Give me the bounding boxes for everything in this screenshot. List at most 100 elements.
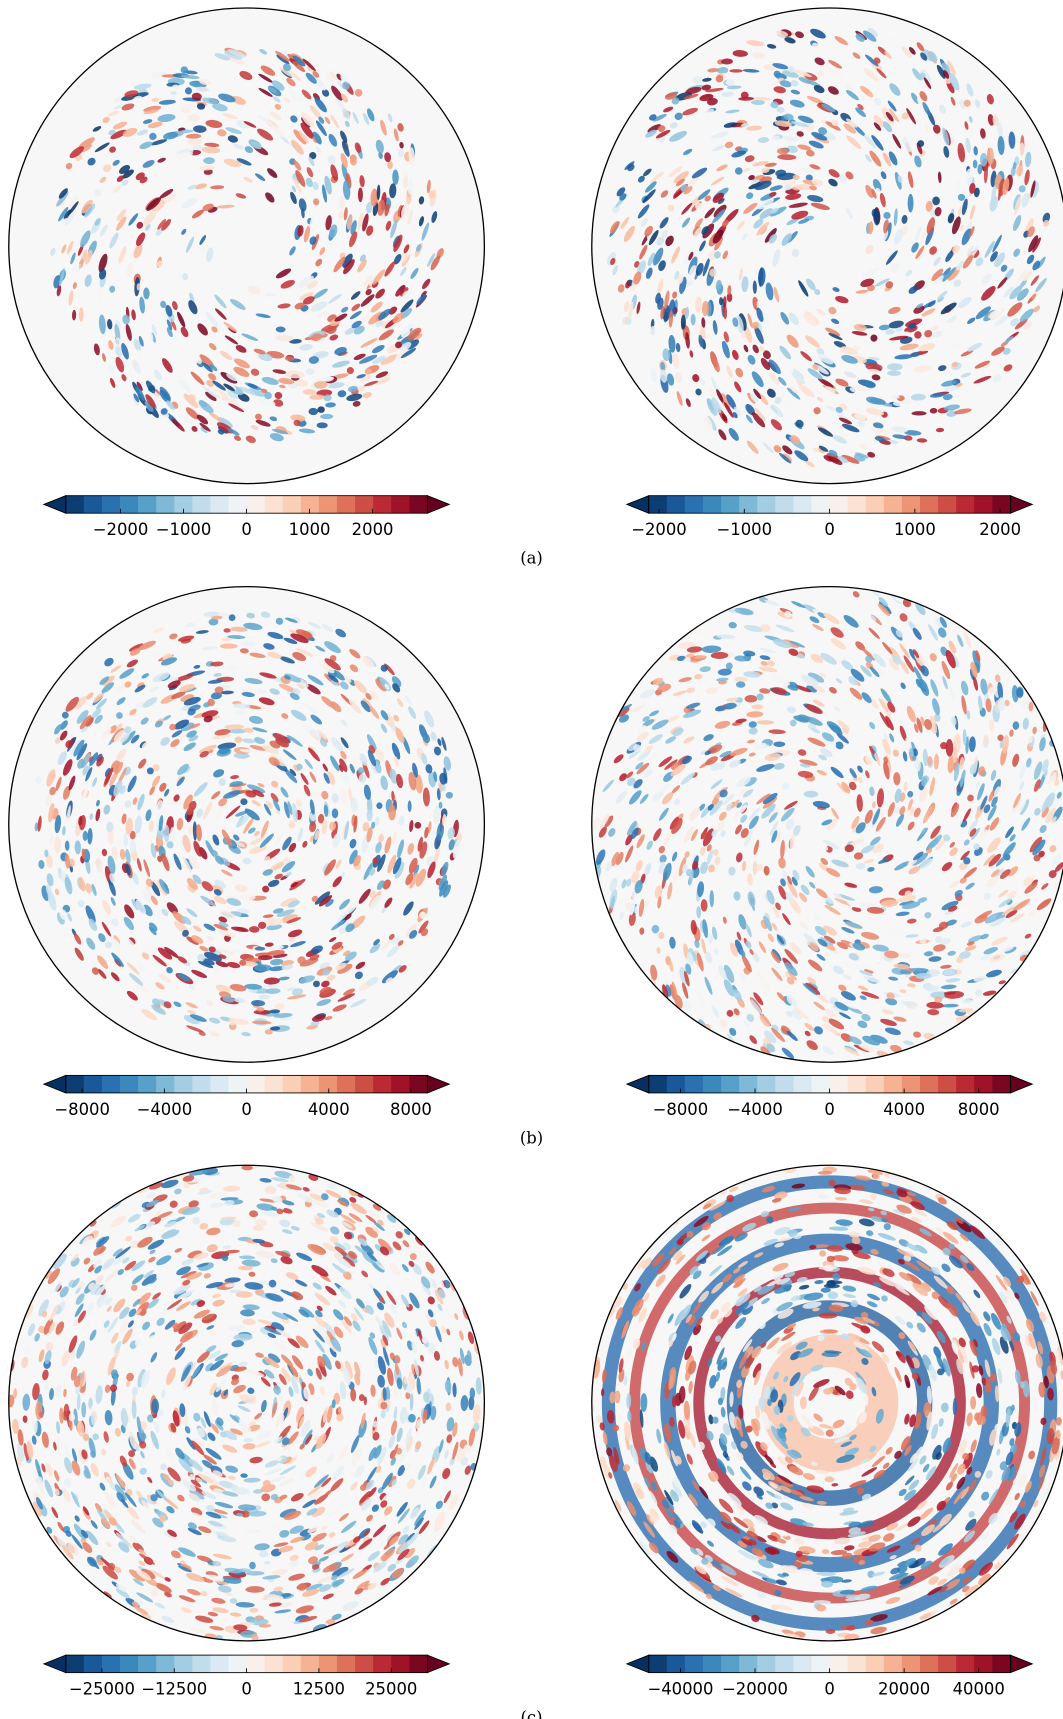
field-blob: [718, 811, 727, 821]
field-blob: [678, 677, 692, 683]
field-blob: [877, 603, 891, 617]
field-blob: [959, 877, 967, 884]
field-blob: [805, 149, 815, 157]
field-blob: [841, 727, 849, 735]
field-blob: [269, 1026, 281, 1031]
field-blob: [149, 1182, 164, 1190]
field-blob: [228, 56, 245, 65]
field-blob: [686, 687, 696, 693]
field-blob: [55, 776, 62, 791]
field-blob: [196, 1262, 209, 1268]
colorbar-tick-label: 1000: [894, 520, 936, 539]
field-blob: [274, 1003, 285, 1010]
colorbar-segment: [318, 1075, 338, 1093]
field-blob: [354, 1361, 361, 1378]
field-blob: [988, 853, 1002, 867]
field-blob: [334, 1246, 348, 1256]
field-blob: [446, 1434, 453, 1444]
field-blob: [973, 146, 978, 156]
field-blob: [658, 756, 673, 768]
field-blob: [646, 840, 653, 850]
field-blob: [662, 862, 672, 881]
field-blob: [346, 901, 359, 915]
field-blob: [94, 142, 110, 153]
field-blob: [133, 244, 143, 259]
field-blob: [750, 999, 763, 1016]
field-blob: [208, 1017, 221, 1024]
field-blob: [884, 1027, 901, 1036]
field-blob: [858, 1043, 875, 1053]
field-blob: [948, 880, 960, 889]
field-blob: [272, 369, 287, 374]
field-blob: [970, 661, 978, 678]
field-blob: [213, 672, 222, 677]
field-blob: [279, 1529, 290, 1538]
field-blob: [267, 631, 284, 640]
field-blob: [797, 144, 811, 151]
field-blob: [357, 187, 363, 203]
field-blob: [241, 1032, 251, 1037]
field-blob: [812, 800, 830, 809]
field-blob: [717, 668, 732, 676]
field-blob: [233, 834, 240, 841]
colorbar-segment: [101, 495, 121, 514]
field-blob: [634, 905, 640, 915]
field-blob: [94, 714, 103, 724]
field-blob: [164, 946, 179, 958]
field-blob: [231, 1378, 240, 1386]
field-blob: [161, 312, 168, 322]
field-blob: [252, 727, 268, 733]
field-blob: [649, 114, 657, 121]
field-blob: [387, 854, 397, 874]
field-blob: [81, 1449, 88, 1460]
field-blob: [817, 938, 828, 947]
field-blob: [93, 189, 102, 197]
field-blob: [258, 87, 273, 97]
field-blob: [883, 761, 890, 780]
field-blob: [779, 452, 792, 464]
field-blob: [46, 1526, 53, 1534]
field-blob: [1009, 834, 1016, 842]
field-blob: [816, 348, 825, 355]
field-blob: [142, 697, 158, 708]
field-blob: [310, 333, 323, 341]
field-blob: [61, 1486, 71, 1503]
field-blob: [895, 911, 910, 917]
field-blob: [375, 748, 385, 762]
field-blob: [636, 762, 650, 775]
field-blob: [170, 1550, 181, 1559]
field-blob: [671, 246, 681, 264]
field-blob: [1012, 214, 1022, 232]
field-blob: [633, 779, 643, 789]
field-blob: [696, 952, 704, 972]
field-blob: [22, 1393, 31, 1411]
field-blob: [847, 900, 864, 908]
field-blob: [173, 794, 180, 802]
field-blob: [335, 1360, 341, 1370]
field-blob: [204, 142, 220, 148]
field-blob: [373, 1221, 385, 1232]
field-blob: [928, 301, 939, 309]
field-blob: [853, 453, 866, 462]
field-blob: [146, 1209, 157, 1217]
field-blob: [239, 1621, 255, 1626]
field-blob: [977, 164, 983, 175]
field-blob: [308, 747, 320, 762]
field-blob: [241, 640, 256, 647]
field-blob: [913, 807, 921, 818]
field-blob: [642, 719, 655, 727]
field-blob: [206, 379, 214, 388]
field-blob: [903, 655, 915, 673]
field-blob: [864, 402, 875, 408]
field-blob: [79, 715, 92, 730]
field-blob: [714, 856, 721, 866]
field-blob: [332, 670, 346, 681]
field-blob: [194, 183, 207, 190]
field-blob: [1019, 142, 1025, 157]
field-blob: [53, 275, 61, 289]
field-blob: [264, 1468, 282, 1475]
field-blob: [625, 281, 631, 289]
field-blob: [333, 1241, 347, 1251]
field-blob: [302, 1588, 320, 1597]
field-blob: [54, 814, 62, 834]
